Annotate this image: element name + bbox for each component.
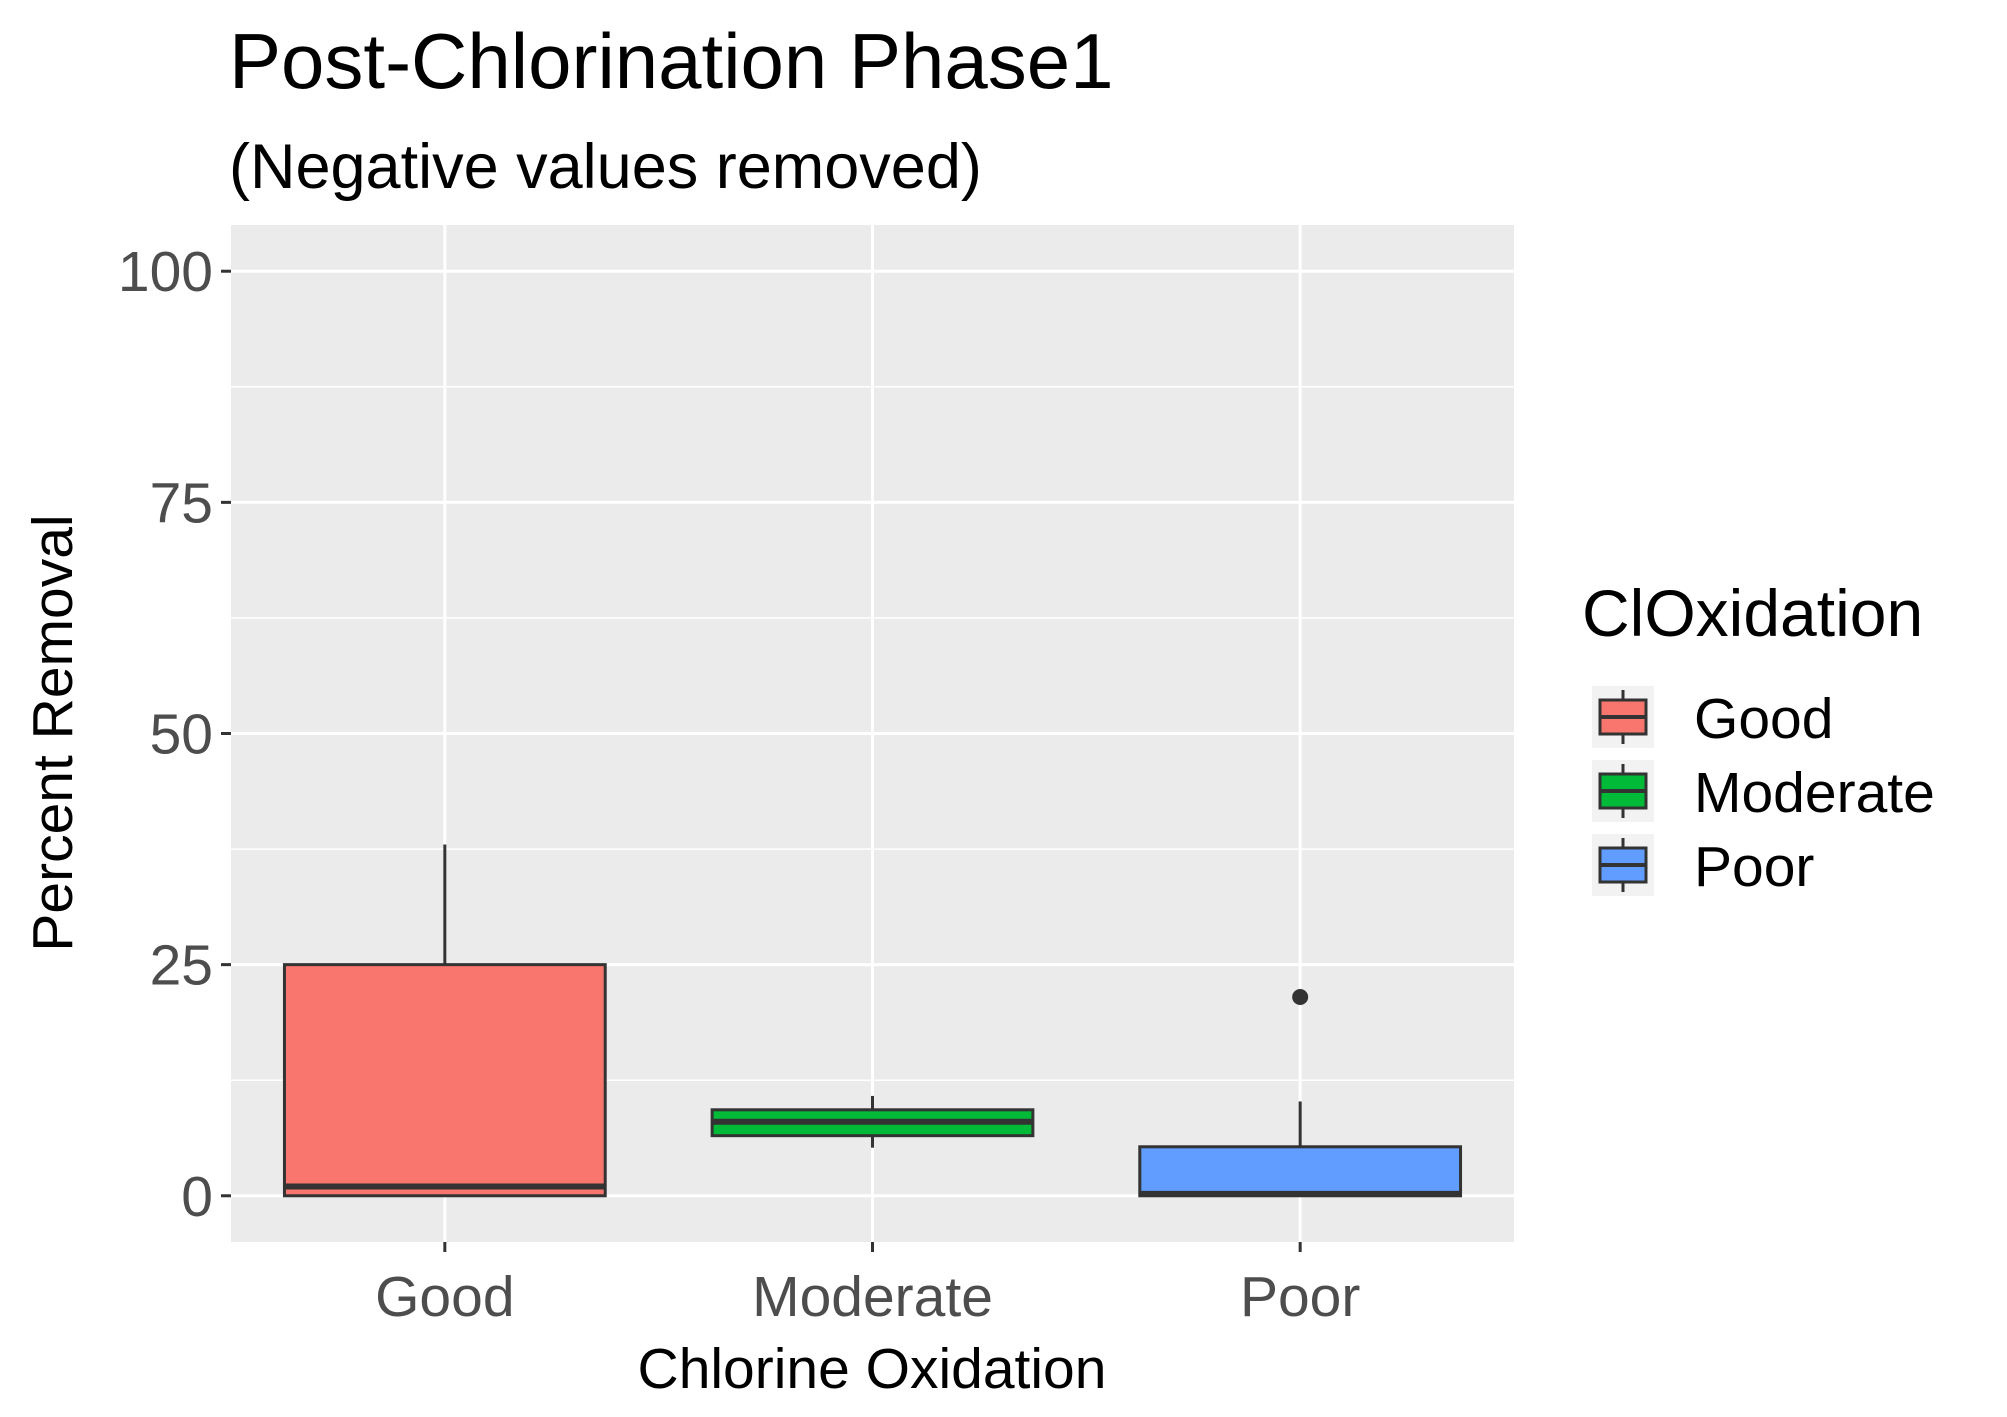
legend: ClOxidation Good Moderate Poor	[1582, 576, 1935, 899]
x-tick-label: Moderate	[752, 1265, 993, 1329]
boxplot-poor	[1138, 988, 1463, 1198]
x-tick-label: Poor	[1240, 1265, 1360, 1329]
legend-item-poor: Poor	[1592, 834, 1814, 899]
y-tick-label: 25	[150, 934, 213, 998]
x-tick-label: Good	[375, 1265, 514, 1329]
x-axis-title: Chlorine Oxidation	[638, 1337, 1107, 1401]
y-tick-label: 0	[181, 1165, 213, 1229]
box	[1138, 1145, 1463, 1198]
legend-items: Good Moderate Poor	[1592, 686, 1935, 899]
chart-subtitle: (Negative values removed)	[229, 132, 982, 202]
y-axis-title: Percent Removal	[21, 514, 85, 951]
y-tick-label: 100	[118, 240, 213, 304]
boxplot-moderate	[710, 1095, 1035, 1148]
legend-label: Good	[1694, 687, 1833, 751]
legend-item-good: Good	[1592, 686, 1833, 751]
box	[282, 963, 607, 1198]
legend-item-moderate: Moderate	[1592, 760, 1935, 825]
legend-label: Moderate	[1694, 761, 1935, 825]
chart-title: Post-Chlorination Phase1	[229, 17, 1114, 105]
y-tick-label: 50	[150, 703, 213, 767]
boxplots	[282, 844, 1463, 1198]
boxplot-good	[282, 844, 607, 1198]
legend-title: ClOxidation	[1582, 576, 1923, 650]
outlier-point	[1292, 988, 1309, 1005]
x-axis: Good Moderate Poor	[375, 1242, 1360, 1329]
y-axis: 0 25 50 75 100	[118, 240, 231, 1229]
y-tick-label: 75	[150, 471, 213, 535]
legend-label: Poor	[1694, 835, 1814, 899]
